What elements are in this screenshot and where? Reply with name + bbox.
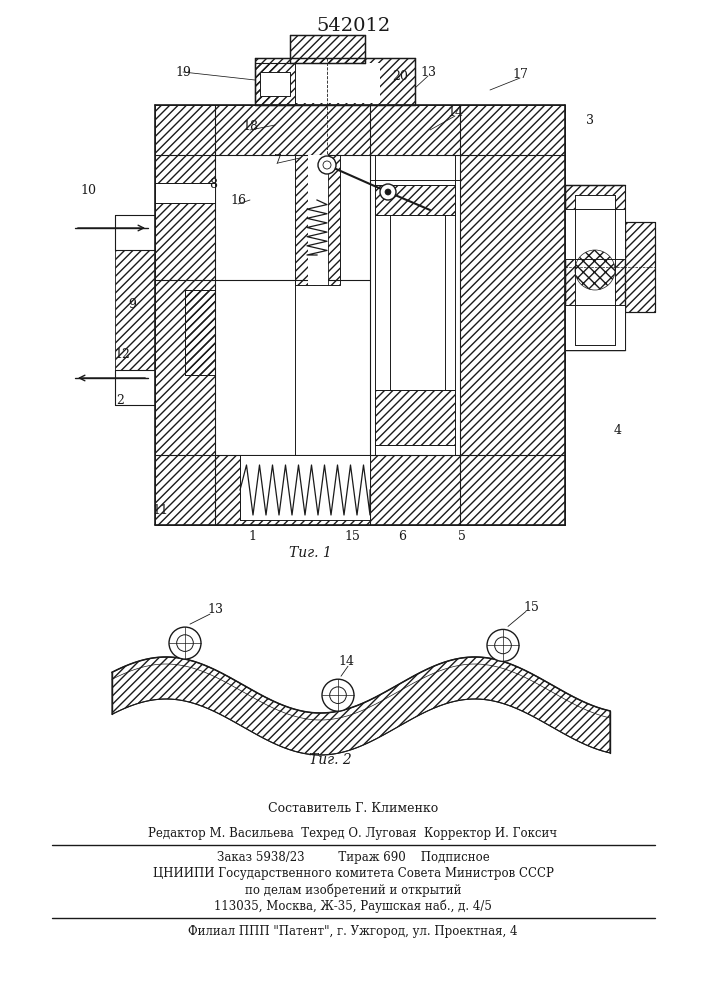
Bar — [575, 195, 615, 340]
Text: 113035, Москва, Ж-35, Раушская наб., д. 4/5: 113035, Москва, Ж-35, Раушская наб., д. … — [214, 899, 492, 913]
Text: 15: 15 — [344, 530, 360, 544]
Bar — [215, 280, 295, 455]
Circle shape — [318, 156, 336, 174]
Bar — [240, 455, 370, 520]
Text: 15: 15 — [523, 601, 539, 614]
Circle shape — [487, 629, 519, 661]
Text: Заказ 5938/23         Тираж 690    Подписное: Заказ 5938/23 Тираж 690 Подписное — [216, 852, 489, 864]
Bar — [260, 72, 290, 96]
Text: 3: 3 — [586, 113, 594, 126]
Text: 12: 12 — [114, 349, 130, 361]
Circle shape — [385, 189, 391, 195]
Bar — [565, 209, 625, 259]
Text: ЦНИИПИ Государственного комитета Совета Министров СССР: ЦНИИПИ Государственного комитета Совета … — [153, 867, 554, 880]
Text: 19: 19 — [175, 66, 191, 79]
Bar — [625, 222, 655, 312]
Text: 1: 1 — [248, 530, 256, 544]
Bar — [375, 390, 455, 445]
Text: 542012: 542012 — [316, 17, 390, 35]
Bar — [565, 305, 625, 350]
Bar — [155, 105, 565, 525]
Bar — [370, 180, 460, 455]
Bar — [115, 370, 155, 405]
Text: Τиг. 1: Τиг. 1 — [288, 546, 332, 560]
Circle shape — [322, 679, 354, 711]
Bar — [290, 35, 365, 63]
Text: 7: 7 — [274, 153, 282, 166]
Bar — [295, 155, 340, 285]
Bar — [215, 155, 460, 455]
Bar — [115, 215, 155, 250]
Text: 14: 14 — [447, 105, 463, 118]
Text: 20: 20 — [392, 70, 408, 83]
Text: 4: 4 — [614, 424, 622, 436]
Text: 2: 2 — [116, 393, 124, 406]
Text: 17: 17 — [512, 68, 528, 81]
Text: по делам изобретений и открытий: по делам изобретений и открытий — [245, 883, 461, 897]
Text: 9: 9 — [128, 298, 136, 312]
Text: 5: 5 — [458, 530, 466, 544]
Text: Составитель Г. Клименко: Составитель Г. Клименко — [268, 802, 438, 814]
Text: 14: 14 — [338, 655, 354, 668]
Bar — [155, 183, 215, 203]
Bar — [308, 155, 328, 285]
Text: 11: 11 — [152, 504, 168, 516]
Circle shape — [169, 627, 201, 659]
Bar — [565, 185, 625, 350]
Text: 13: 13 — [420, 66, 436, 79]
Text: Редактор М. Васильева  Техред О. Луговая  Корректор И. Гоксич: Редактор М. Васильева Техред О. Луговая … — [148, 826, 558, 840]
Bar — [370, 155, 460, 455]
Bar — [255, 63, 295, 105]
Text: 13: 13 — [207, 603, 223, 616]
Bar — [185, 290, 215, 375]
Text: 16: 16 — [230, 194, 246, 207]
Bar — [390, 215, 445, 390]
Text: 8: 8 — [209, 178, 217, 192]
Text: 6: 6 — [398, 530, 406, 544]
Text: 10: 10 — [80, 184, 96, 196]
Text: 18: 18 — [242, 119, 258, 132]
Bar — [280, 63, 380, 103]
Bar — [115, 250, 155, 370]
Circle shape — [380, 184, 396, 200]
Bar — [255, 58, 415, 105]
Text: Филиал ППП "Патент", г. Ужгород, ул. Проектная, 4: Филиал ППП "Патент", г. Ужгород, ул. Про… — [188, 926, 518, 938]
Bar — [375, 185, 455, 215]
Text: Τиг. 2: Τиг. 2 — [309, 753, 351, 767]
